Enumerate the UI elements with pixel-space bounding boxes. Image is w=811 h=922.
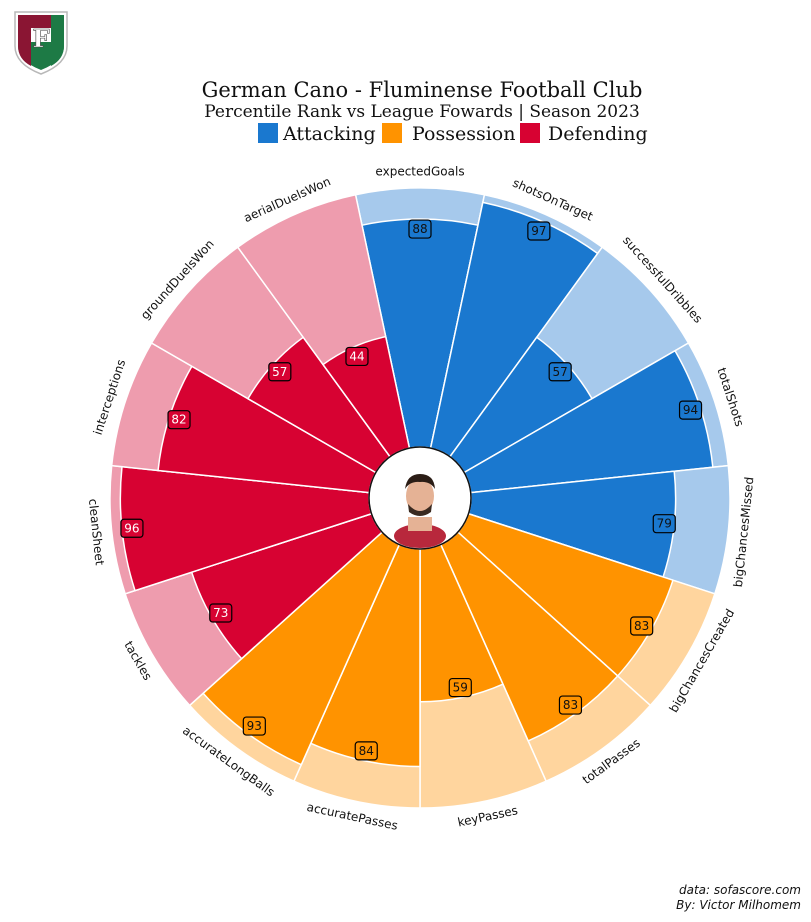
value-label-successfulDribbles: 57 xyxy=(548,362,572,382)
value-label-groundDuelsWon: 57 xyxy=(268,362,292,382)
value-text-accuratePasses: 84 xyxy=(359,744,374,758)
value-text-totalPasses: 83 xyxy=(563,698,578,712)
value-label-accurateLongBalls: 93 xyxy=(242,716,266,736)
value-box-cleanSheet xyxy=(120,518,144,538)
value-label-cleanSheet: 96 xyxy=(120,518,144,538)
value-label-totalPasses: 83 xyxy=(558,695,583,715)
param-label-bigChancesMissed: bigChancesMissed xyxy=(731,476,757,588)
value-box-expectedGoals xyxy=(408,219,432,239)
legend-label-possession: Possession xyxy=(412,123,515,145)
value-box-aerialDuelsWon xyxy=(345,346,369,367)
value-box-totalPasses xyxy=(558,695,583,715)
chart-title: German Cano - Fluminense Football Club xyxy=(202,78,643,102)
value-box-accurateLongBalls xyxy=(242,716,266,736)
author-credit: By: Victor Milhomem xyxy=(676,898,801,912)
value-text-bigChancesCreated: 83 xyxy=(634,619,649,633)
value-text-keyPasses: 59 xyxy=(453,681,468,695)
legend: Attacking Possession Defending xyxy=(258,123,648,145)
legend-swatch-possession xyxy=(382,123,402,143)
value-box-tackles xyxy=(209,603,233,623)
value-label-expectedGoals: 88 xyxy=(408,219,432,239)
value-label-totalShots: 94 xyxy=(678,400,703,420)
fluminense-crest-icon: F xyxy=(14,11,68,75)
value-text-interceptions: 82 xyxy=(171,413,186,427)
param-label-cleanSheet: cleanSheet xyxy=(86,498,107,566)
value-text-accurateLongBalls: 93 xyxy=(247,719,262,733)
value-text-expectedGoals: 88 xyxy=(412,222,427,236)
value-labels: 88 97 57 94 79 83 83 59 84 93 73 96 82 57 44 xyxy=(120,219,703,761)
value-label-bigChancesMissed: 79 xyxy=(652,514,676,534)
legend-label-attacking: Attacking xyxy=(282,123,376,145)
value-text-groundDuelsWon: 57 xyxy=(272,365,287,379)
value-text-successfulDribbles: 57 xyxy=(553,365,568,379)
data-source: data: sofascore.com xyxy=(679,883,801,897)
value-label-aerialDuelsWon: 44 xyxy=(345,346,369,367)
svg-text:F: F xyxy=(32,24,49,53)
value-text-bigChancesMissed: 79 xyxy=(657,517,672,531)
value-text-aerialDuelsWon: 44 xyxy=(349,349,364,363)
legend-swatch-defending xyxy=(520,123,540,143)
param-label-keyPasses: keyPasses xyxy=(456,803,519,829)
player-avatar-icon xyxy=(368,446,472,550)
value-box-shotsOnTarget xyxy=(527,221,551,241)
value-box-interceptions xyxy=(167,410,191,430)
param-label-expectedGoals: expectedGoals xyxy=(375,165,464,179)
chart-subtitle: Percentile Rank vs League Fowards | Seas… xyxy=(204,102,640,122)
legend-swatch-attacking xyxy=(258,123,278,143)
value-box-bigChancesMissed xyxy=(652,514,676,534)
value-text-cleanSheet: 96 xyxy=(124,521,139,535)
value-text-shotsOnTarget: 97 xyxy=(531,224,546,238)
value-label-tackles: 73 xyxy=(209,603,233,623)
value-box-bigChancesCreated xyxy=(630,616,654,636)
value-label-interceptions: 82 xyxy=(167,410,191,430)
value-label-keyPasses: 59 xyxy=(448,677,472,698)
value-label-shotsOnTarget: 97 xyxy=(527,221,551,241)
value-box-groundDuelsWon xyxy=(268,362,292,382)
legend-label-defending: Defending xyxy=(548,123,648,145)
value-text-totalShots: 94 xyxy=(683,403,698,417)
value-box-keyPasses xyxy=(448,677,472,698)
value-box-totalShots xyxy=(678,400,703,420)
value-box-accuratePasses xyxy=(354,741,378,761)
value-label-accuratePasses: 84 xyxy=(354,741,378,761)
value-text-tackles: 73 xyxy=(213,606,228,620)
value-box-successfulDribbles xyxy=(548,362,572,382)
value-label-bigChancesCreated: 83 xyxy=(630,616,654,636)
